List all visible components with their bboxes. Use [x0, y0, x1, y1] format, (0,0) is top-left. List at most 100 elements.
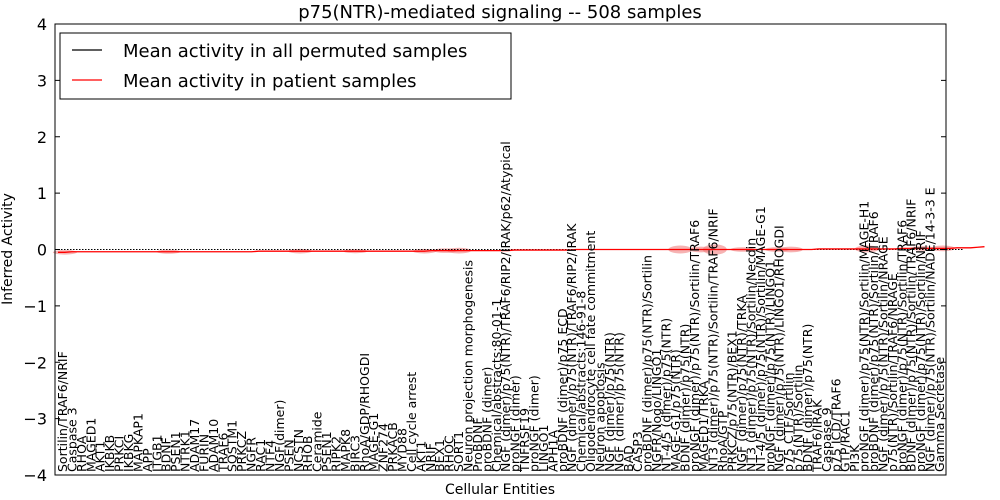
y-tick-label: 1	[37, 184, 47, 203]
y-tick-label: −1	[23, 297, 47, 316]
y-tick-label: 4	[37, 15, 47, 34]
x-tick-label: Ceramide	[310, 411, 325, 472]
x-axis-label: Cellular Entities	[445, 482, 555, 498]
x-tick-label: PRKACB	[385, 422, 400, 472]
x-tick-label: AKT1	[413, 441, 428, 472]
x-tick-label: NGF (dimer)/p75(NTR)/Sortilin/NADE/14-3-…	[923, 187, 938, 472]
x-tick-label: proNGF (dimer)	[527, 375, 542, 472]
x-tick-label: proNGF (dimer)	[508, 375, 523, 472]
x-tick-label: APH1A	[545, 430, 560, 472]
x-tick-label: PSEN	[281, 439, 296, 472]
x-tick-label: RIPK2	[328, 436, 343, 472]
x-tick-label: p75(NTR)/Sortilin/TRAF6/NRAGE	[885, 273, 900, 472]
x-tick-label: TNFRSF19	[517, 408, 532, 473]
x-tick-label: MAGE-G1	[366, 413, 381, 472]
x-tick-label: ZNF274	[376, 423, 391, 472]
chart-title: p75(NTR)-mediated signaling -- 508 sampl…	[298, 2, 702, 23]
x-tick-label: proBDNF (dimer)/p75(NTR)/Sortilin/TRAF6	[866, 211, 881, 472]
y-tick-label: −2	[23, 353, 47, 372]
x-tick-label: proNGF (dimer)/p75(NTR)/Sortilin/TRAF6	[687, 220, 702, 472]
x-tick-label: NGFR/Nogo/LINGO1	[649, 349, 664, 472]
legend-label-permuted: Mean activity in all permuted samples	[123, 41, 467, 62]
y-tick-label: 0	[37, 241, 47, 260]
x-tick-label: NCSTN	[291, 429, 306, 472]
x-tick-label: BAD	[621, 445, 636, 472]
x-tick-label: RhoA/GTP	[715, 410, 730, 472]
x-tick-label: proBDNF (dimer)/p75 ECD	[555, 308, 570, 472]
x-tick-label: RHOA	[74, 435, 89, 472]
x-tick-label: Neuron projection morphogenesis	[460, 260, 475, 472]
x-tick-label: PSEN1	[319, 431, 334, 472]
y-tick-label: 3	[37, 71, 47, 90]
x-tick-label: MYD88	[394, 428, 409, 472]
x-tick-label: Caspase 9	[819, 407, 834, 472]
x-tick-label: BDNF	[159, 437, 174, 472]
x-tick-label: PI3K	[847, 444, 862, 472]
x-tick-label: TRAF6	[215, 432, 230, 473]
x-tick-label: SQSTM1	[225, 420, 240, 472]
x-tick-label: APP	[140, 448, 155, 472]
x-tick-label: CASP3	[630, 431, 645, 472]
x-tick-label: p75 CTF/Sortilin	[781, 372, 796, 472]
x-tick-label: NGF (dimer)/p75(NTR)/TRAF6/RIP2/IRAK/p62…	[498, 141, 513, 472]
x-tick-label: PSEN1	[168, 431, 183, 472]
x-tick-label: AKT1	[93, 441, 108, 472]
x-tick-label: PRKCI	[112, 436, 127, 472]
x-tick-label: SORT1	[451, 431, 466, 472]
x-tick-label: NGF(dimer)	[272, 400, 287, 472]
x-tick-label: LINGO1	[536, 425, 551, 472]
y-axis-ticks: 4 3 2 1 0 −1 −2 −3 −4	[23, 15, 946, 485]
x-tick-label: NGF (dimer)/p75(NTR)/Sortilin/NRAGE	[875, 236, 890, 472]
x-tick-label: NTF4	[262, 440, 277, 472]
x-tick-label: NGF (dimer)/p75(NTR)/TRKA	[734, 295, 749, 472]
x-tick-label: IKBKB	[102, 435, 117, 472]
legend: Mean activity in all permuted samples Me…	[59, 32, 512, 100]
x-tick-label: ADAM17	[187, 419, 202, 472]
x-tick-label: Oligodendrocyte cell fate commitment	[583, 231, 598, 472]
patient-mean-line	[58, 246, 985, 253]
x-tick-label: BIRC3	[347, 435, 362, 472]
x-tick-label: Chemical/abstracts:80-01-1	[489, 299, 504, 472]
x-tick-label: MAGED1	[83, 418, 98, 472]
x-tick-label: BDNF (dimer)/p75(NTR)	[800, 324, 815, 472]
x-tick-label: MAPK8	[338, 429, 353, 472]
y-axis-label: Inferred Activity	[0, 193, 16, 305]
x-tick-label: Cell cycle arrest	[404, 372, 419, 472]
x-tick-label: RAC1	[253, 439, 268, 472]
x-tick-label: proBDNF (dimer)/p75(NTR)/Sortilin	[640, 255, 655, 472]
x-tick-label: NT3 (dimer)/p75(NTR)/Sortilin/TRAF6/NRIF	[706, 208, 721, 472]
x-tick-label: FURIN	[196, 434, 211, 472]
x-tick-label: proNGF (dimer)/p75(NTR)/Sortilin/TRAF6	[894, 220, 909, 472]
x-tick-label: proNGF (dimer)/p75(NTR)/Sortilin/MAGE-H1	[857, 201, 872, 472]
x-tick-label: NGFR	[244, 437, 259, 472]
x-tick-label: RHOB	[300, 436, 315, 473]
x-tick-label: TRAF6/IRAK	[809, 399, 824, 473]
x-tick-label: BDNF (dimer)/p75(NTR)	[677, 324, 692, 472]
x-tick-label: NRIF	[423, 443, 438, 472]
x-tick-label: ADAM10	[206, 419, 221, 472]
legend-label-patient: Mean activity in patient samples	[123, 71, 417, 92]
x-tick-label: NT-4/5 (dimer)/p75(NTR)	[659, 318, 674, 472]
x-tick-label: RHOC	[442, 435, 457, 472]
x-tick-label: NGF (dimer)/p75(NTR)	[611, 332, 626, 472]
x-tick-label: NGF (dimer)/p75(NTR)/LINGO1/RHOGDI	[772, 225, 787, 472]
x-tick-label: p75 ICD/TRAF6	[828, 378, 843, 472]
x-tick-label: NTRK1	[178, 430, 193, 472]
x-tick-label: NT-4/5 (dimer)/p75(NTR)/Sortilin/MAGE-G1	[753, 206, 768, 472]
x-tick-label: MAGE-G1/p75(NTR)	[668, 349, 683, 472]
x-tick-label: GTP/RAC1	[838, 410, 853, 472]
x-tick-label: BEX1	[432, 439, 447, 472]
x-tick-label: Sortilin/TRAF6/NRIF	[55, 351, 70, 472]
x-tick-label: PRKCZ/p75(NTR)/BEX1	[725, 330, 740, 472]
x-tick-label: Caspase 3	[64, 407, 79, 472]
x-tick-label: Chemical/abstracts:146-91-8	[574, 291, 589, 472]
x-tick-label: NT3 (dimer)/p75(NTR)/Sortilin/Necdin	[743, 238, 758, 472]
x-tick-label: Gamma Secretase	[932, 357, 947, 472]
x-tick-label: MAGED1/TRKA	[696, 380, 711, 472]
y-tick-label: −4	[23, 466, 47, 485]
y-tick-label: −3	[23, 410, 47, 429]
series-lines	[58, 246, 985, 253]
